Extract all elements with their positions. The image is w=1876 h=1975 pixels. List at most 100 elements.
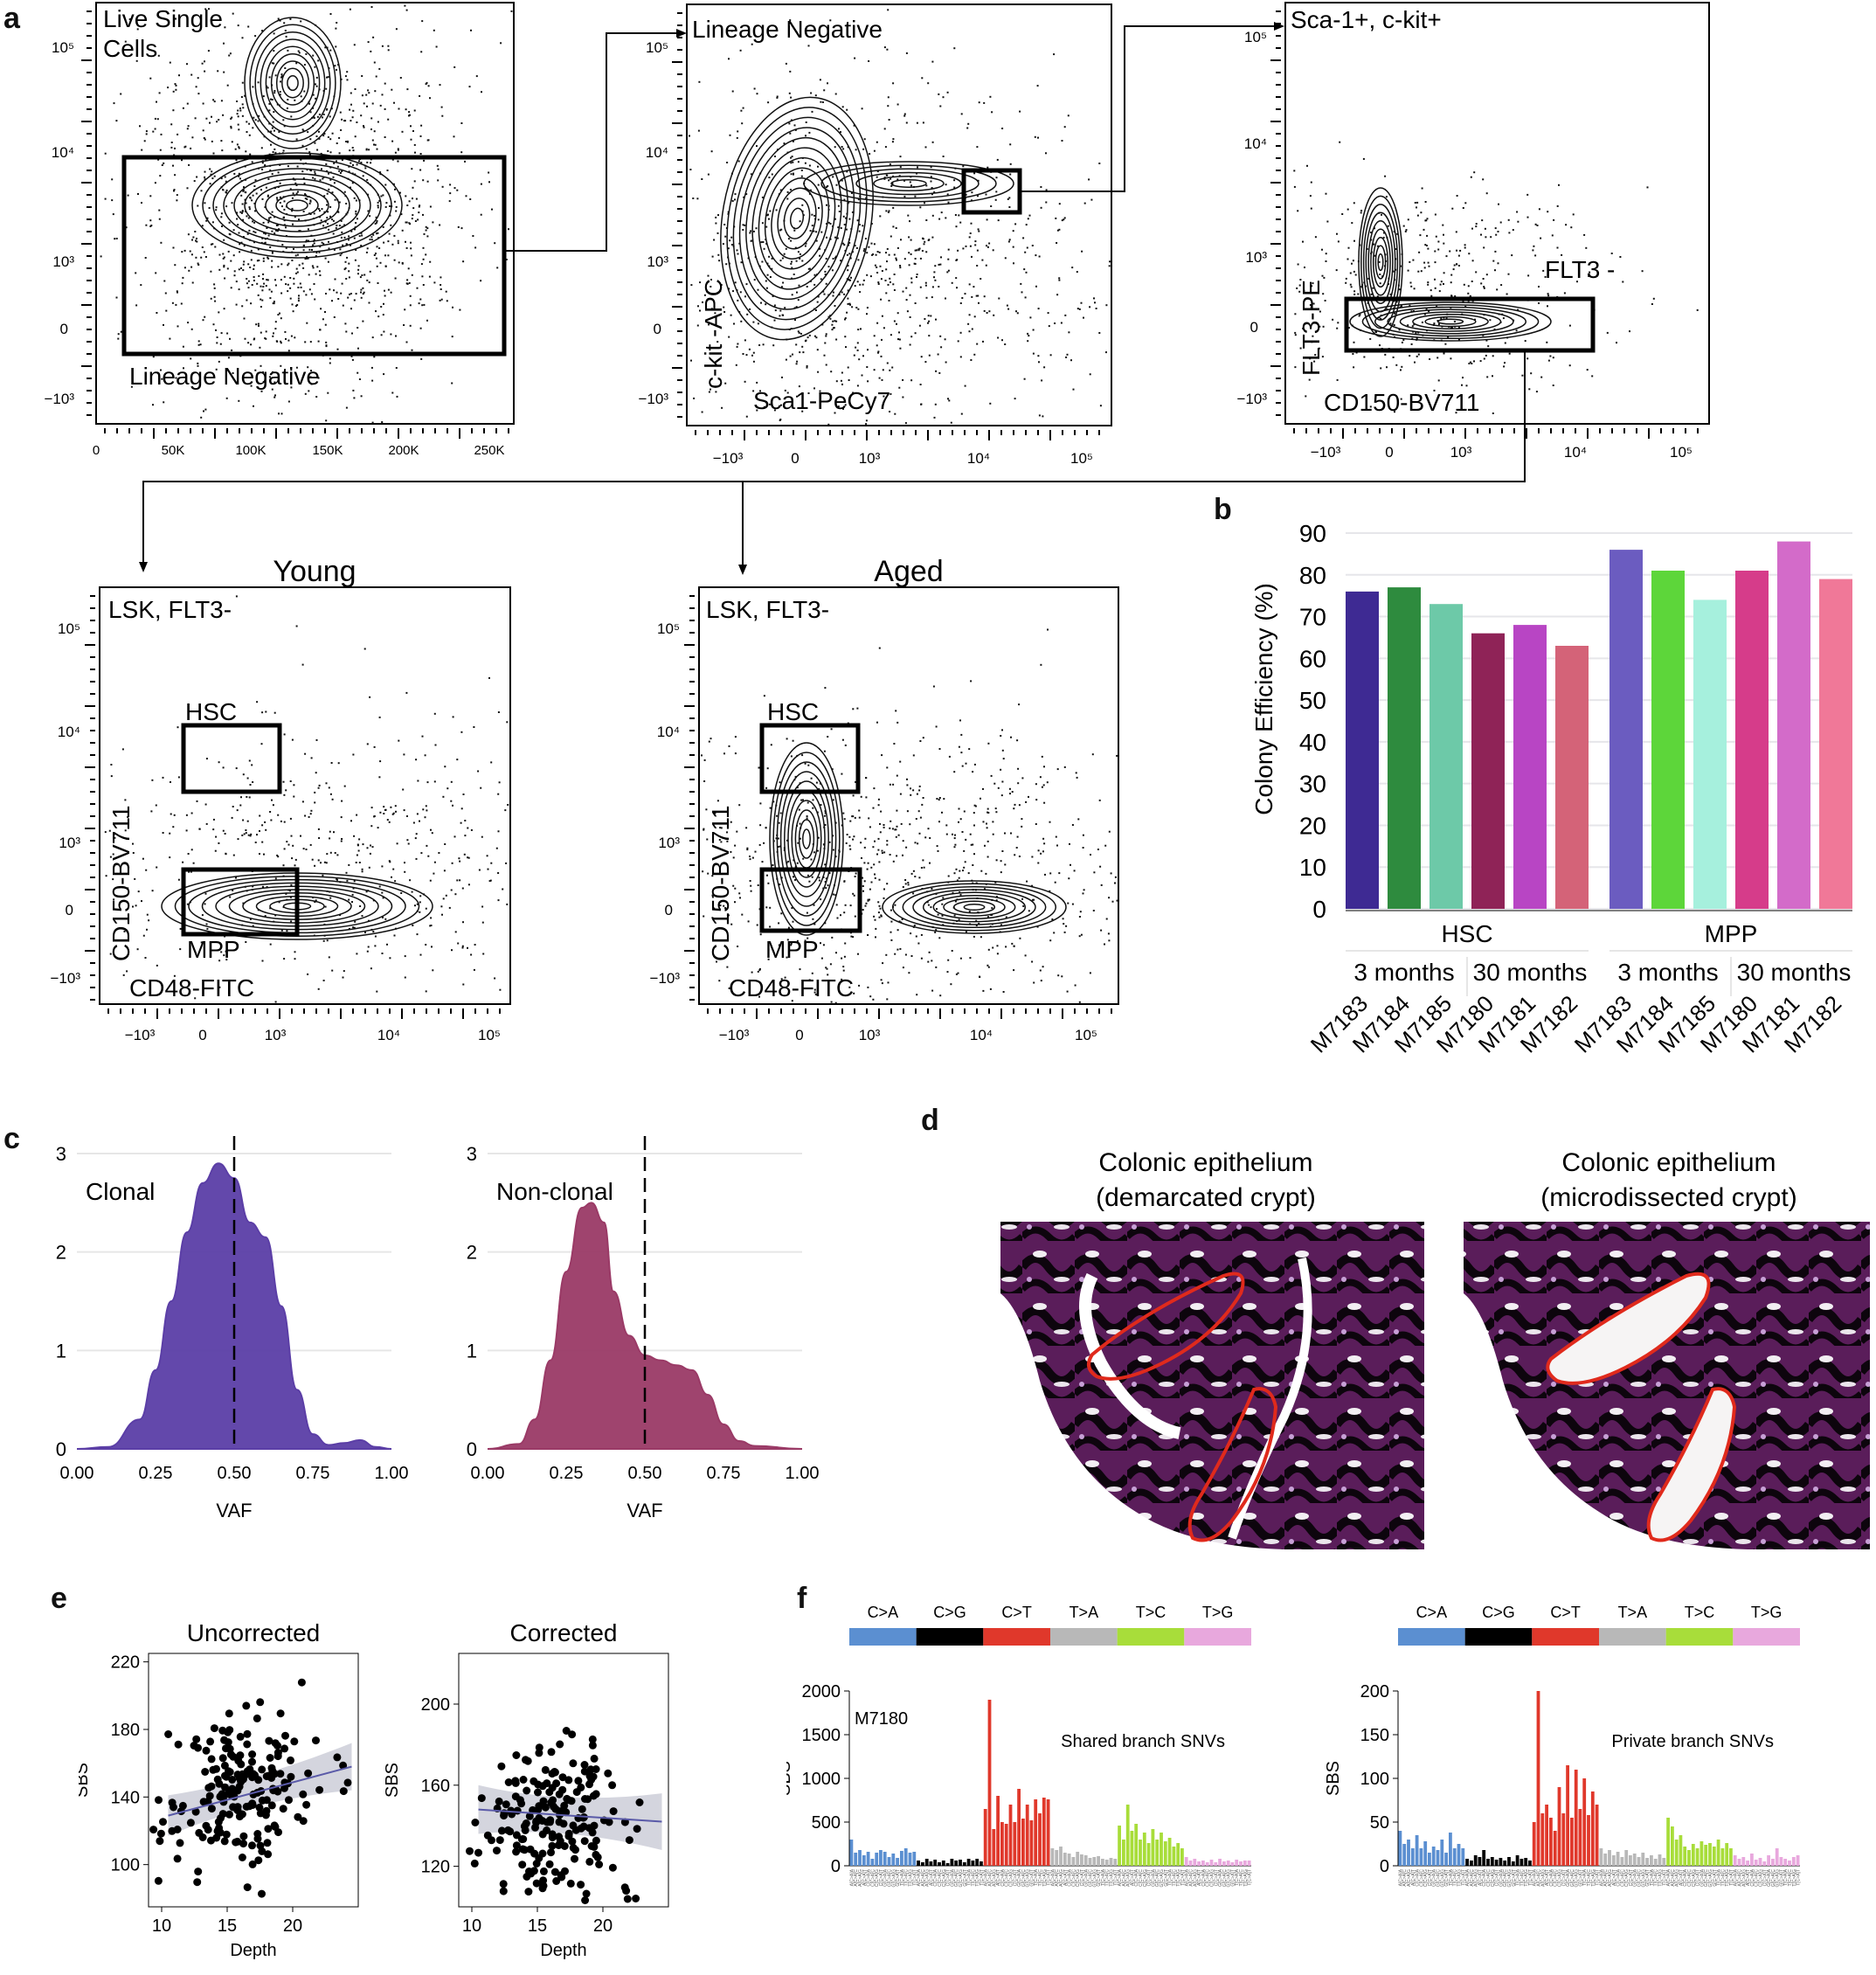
f-bar xyxy=(1520,1859,1524,1866)
e-point xyxy=(484,1832,492,1840)
f-bar xyxy=(1436,1850,1440,1866)
f-class-strip xyxy=(1118,1628,1185,1646)
e-point xyxy=(212,1834,220,1842)
e-point xyxy=(159,1818,167,1826)
f-bar xyxy=(1486,1859,1490,1866)
f-bar xyxy=(951,1859,954,1866)
f-bar xyxy=(1566,1765,1569,1866)
x-tick: 10⁴ xyxy=(967,450,990,467)
b-ylabel: Colony Efficiency (%) xyxy=(1250,583,1277,815)
f-bar xyxy=(921,1862,924,1866)
f-bar xyxy=(1155,1840,1159,1866)
f-bar xyxy=(1596,1805,1599,1866)
e-y-tick: 180 xyxy=(111,1721,140,1740)
e-point xyxy=(263,1772,271,1780)
e-point xyxy=(157,1830,165,1838)
f-bar xyxy=(1495,1860,1499,1866)
f-bar xyxy=(1210,1860,1214,1866)
e-point xyxy=(513,1831,521,1839)
e-point xyxy=(344,1778,352,1786)
y-tick: 0 xyxy=(66,902,73,918)
b-y-tick: 20 xyxy=(1299,812,1326,839)
f-bar xyxy=(1214,1862,1217,1866)
e-point xyxy=(621,1883,629,1891)
f-class-label: T>C xyxy=(1136,1604,1166,1621)
d-left-title-line1: Colonic epithelium xyxy=(1098,1148,1312,1177)
e-point xyxy=(624,1895,632,1903)
f-bar xyxy=(1721,1848,1725,1866)
y-tick: 10³ xyxy=(1245,249,1267,266)
f-bar xyxy=(975,1859,979,1866)
e-point xyxy=(595,1861,603,1868)
f-bar xyxy=(862,1855,866,1866)
e-point xyxy=(563,1727,571,1735)
x-tick: −10³ xyxy=(719,1027,750,1043)
y-tick: −10³ xyxy=(639,391,669,407)
f-bar xyxy=(1449,1833,1452,1866)
f-bar xyxy=(1239,1861,1243,1866)
f-class-label: C>G xyxy=(933,1604,966,1621)
c-y-tick: 3 xyxy=(467,1143,477,1165)
f-bar xyxy=(1423,1841,1427,1866)
f-bar xyxy=(1399,1831,1402,1866)
plot2-y-tick-labels: 10⁵ 10⁴ 10³ 0 −10³ xyxy=(639,39,669,407)
e-point xyxy=(300,1817,308,1825)
e-point xyxy=(243,1803,251,1811)
e-point xyxy=(525,1868,533,1875)
f-class-strip xyxy=(1599,1628,1666,1646)
f-bar xyxy=(959,1860,962,1866)
f-class-label: T>A xyxy=(1070,1604,1099,1621)
young-title: Young xyxy=(273,555,356,588)
f-class-label: C>A xyxy=(868,1604,899,1621)
f-bar xyxy=(1692,1844,1695,1866)
e-point xyxy=(299,1791,307,1798)
young-gate-title: LSK, FLT3- xyxy=(108,596,232,623)
f-bar xyxy=(967,1859,971,1866)
e-x-tick: 20 xyxy=(283,1916,302,1936)
c-series-label: Clonal xyxy=(86,1178,155,1205)
f-bar xyxy=(1650,1855,1653,1866)
f-bar xyxy=(996,1796,1000,1866)
aged-hsc-label: HSC xyxy=(767,698,819,725)
young-mpp-label: MPP xyxy=(187,936,240,963)
f-bar xyxy=(1734,1855,1737,1866)
f-bar xyxy=(1696,1848,1699,1866)
f-bar xyxy=(1059,1847,1063,1866)
c-x-tick: 0.75 xyxy=(296,1464,330,1483)
f-bar xyxy=(1243,1861,1247,1866)
f-y-tick: 50 xyxy=(1370,1813,1389,1833)
f-bar xyxy=(1231,1862,1235,1866)
f-bar xyxy=(875,1853,878,1866)
f-y-tick: 200 xyxy=(1360,1682,1389,1701)
x-tick: 0 xyxy=(791,450,799,467)
e-point xyxy=(563,1795,571,1803)
e-point xyxy=(542,1766,550,1774)
f-bar xyxy=(1554,1831,1557,1866)
f-bar xyxy=(1587,1815,1590,1866)
e-point xyxy=(175,1741,183,1749)
f-bar xyxy=(1746,1861,1749,1866)
f-bar xyxy=(900,1851,903,1866)
f-bar xyxy=(1416,1835,1419,1866)
f-ylabel: SBS xyxy=(786,1761,794,1796)
f-bar xyxy=(904,1848,908,1866)
f-bar xyxy=(1168,1838,1172,1866)
f-bar xyxy=(1512,1861,1515,1866)
c-y-tick: 2 xyxy=(56,1242,66,1264)
e-point xyxy=(244,1730,252,1738)
f-bar xyxy=(1776,1848,1779,1866)
f-bar xyxy=(1222,1861,1226,1866)
e-point xyxy=(626,1836,633,1844)
e-point xyxy=(195,1829,203,1837)
e-point xyxy=(277,1709,285,1717)
b-subgroup-label: 30 months xyxy=(1737,959,1852,986)
e-point xyxy=(590,1843,598,1851)
f-class-label: C>G xyxy=(1482,1604,1515,1621)
c-x-tick: 0.00 xyxy=(471,1464,505,1483)
e-point xyxy=(585,1858,593,1866)
e-y-tick: 160 xyxy=(421,1777,450,1796)
